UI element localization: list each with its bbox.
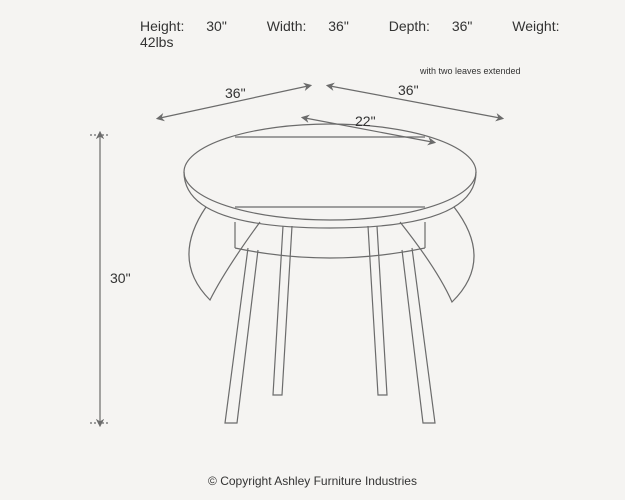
diagram-canvas: [0, 0, 625, 500]
table-top-outer: [184, 124, 476, 220]
dim-height-label: 30": [110, 270, 131, 286]
copyright: © Copyright Ashley Furniture Industries: [0, 474, 625, 488]
dim-depth-label: 36": [225, 85, 246, 101]
leaf-left: [189, 207, 260, 300]
leg-front-left: [225, 248, 258, 423]
leg-back-left: [273, 226, 292, 395]
dim-width-ext-label: 36": [398, 82, 419, 98]
leg-front-right: [402, 248, 435, 423]
dim-width-inner-label: 22": [355, 113, 376, 129]
note-extended: with two leaves extended: [420, 66, 521, 76]
leg-back-right: [368, 226, 387, 395]
